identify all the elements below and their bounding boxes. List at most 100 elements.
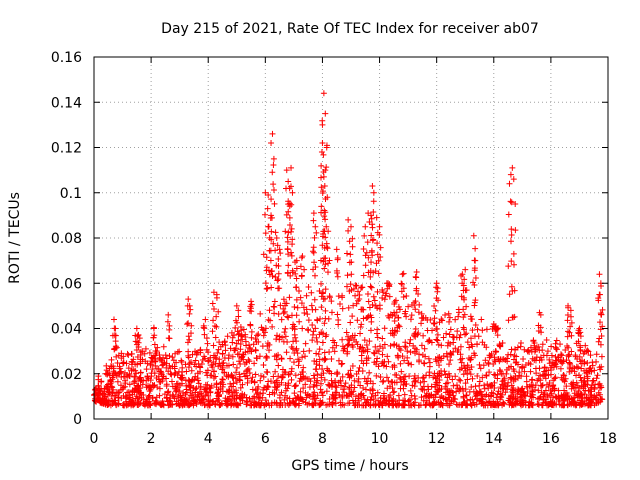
data-point — [405, 397, 412, 404]
data-point — [209, 300, 216, 307]
data-point — [430, 320, 437, 327]
data-point — [222, 347, 229, 354]
data-point — [548, 366, 555, 373]
data-point — [146, 388, 153, 395]
data-point — [587, 352, 594, 359]
data-point — [403, 293, 410, 300]
data-point — [492, 348, 499, 355]
data-point — [593, 358, 600, 365]
data-point — [373, 372, 380, 379]
data-point — [275, 263, 282, 270]
data-point — [449, 376, 456, 383]
data-point — [375, 270, 382, 277]
data-point — [120, 402, 127, 409]
data-point — [396, 374, 403, 381]
data-point — [275, 276, 282, 283]
data-point — [461, 331, 468, 338]
data-point — [167, 398, 174, 405]
data-point — [389, 312, 396, 319]
data-point — [400, 285, 407, 292]
data-point — [285, 371, 292, 378]
data-point — [536, 395, 543, 402]
data-point — [249, 386, 256, 393]
data-point — [98, 378, 105, 385]
data-point — [165, 311, 172, 318]
data-point — [535, 387, 542, 394]
data-point — [459, 385, 466, 392]
data-point — [318, 174, 325, 181]
data-point — [433, 336, 440, 343]
data-point — [307, 378, 314, 385]
data-point — [532, 357, 539, 364]
data-point — [596, 271, 603, 278]
data-point — [540, 373, 547, 380]
data-point — [271, 298, 278, 305]
data-point — [464, 376, 471, 383]
data-point — [309, 306, 316, 313]
data-point — [229, 339, 236, 346]
data-point — [160, 343, 167, 350]
data-point — [257, 310, 264, 317]
data-point — [490, 398, 497, 405]
data-point — [212, 373, 219, 380]
data-point — [239, 390, 246, 397]
data-point — [524, 389, 531, 396]
data-point — [291, 303, 298, 310]
data-point — [295, 362, 302, 369]
data-point — [188, 367, 195, 374]
data-point — [584, 375, 591, 382]
data-point — [348, 259, 355, 266]
data-point — [117, 368, 124, 375]
data-point — [269, 130, 276, 137]
data-point — [374, 355, 381, 362]
data-point — [461, 296, 468, 303]
data-point — [205, 392, 212, 399]
data-point — [438, 367, 445, 374]
data-point — [578, 365, 585, 372]
data-point — [247, 321, 254, 328]
data-point — [120, 373, 127, 380]
data-point — [508, 238, 514, 245]
data-point — [368, 232, 375, 239]
data-point — [443, 380, 450, 387]
data-point — [297, 395, 304, 402]
data-point — [354, 317, 361, 324]
data-point — [374, 288, 381, 295]
data-point — [270, 181, 277, 188]
data-point — [274, 277, 281, 284]
data-point — [349, 343, 356, 350]
data-point — [359, 344, 366, 351]
y-axis-title: ROTI / TECUs — [7, 192, 23, 284]
data-point — [570, 398, 577, 405]
data-point — [333, 342, 340, 349]
data-point — [483, 391, 490, 398]
data-point — [272, 368, 279, 375]
data-point — [362, 262, 369, 269]
data-point — [563, 389, 570, 396]
data-point — [521, 346, 528, 353]
data-point — [276, 285, 283, 292]
data-point — [319, 289, 326, 296]
data-point — [435, 399, 442, 406]
data-point — [110, 316, 117, 323]
data-point — [186, 378, 193, 385]
data-point — [434, 325, 441, 332]
data-point — [483, 399, 490, 406]
data-point — [172, 350, 179, 357]
data-point — [213, 294, 220, 301]
data-point — [237, 395, 244, 402]
data-point — [322, 234, 329, 241]
y-tick-label: 0.02 — [51, 367, 82, 383]
data-point — [457, 343, 464, 350]
data-point — [289, 189, 296, 196]
data-point — [106, 365, 113, 372]
data-point — [348, 271, 355, 278]
data-point — [260, 332, 267, 339]
data-point — [275, 255, 282, 262]
data-point — [353, 338, 360, 345]
data-point — [125, 365, 132, 372]
data-point — [495, 401, 502, 408]
data-point — [458, 272, 465, 279]
data-point — [248, 348, 255, 355]
data-point — [278, 316, 285, 323]
